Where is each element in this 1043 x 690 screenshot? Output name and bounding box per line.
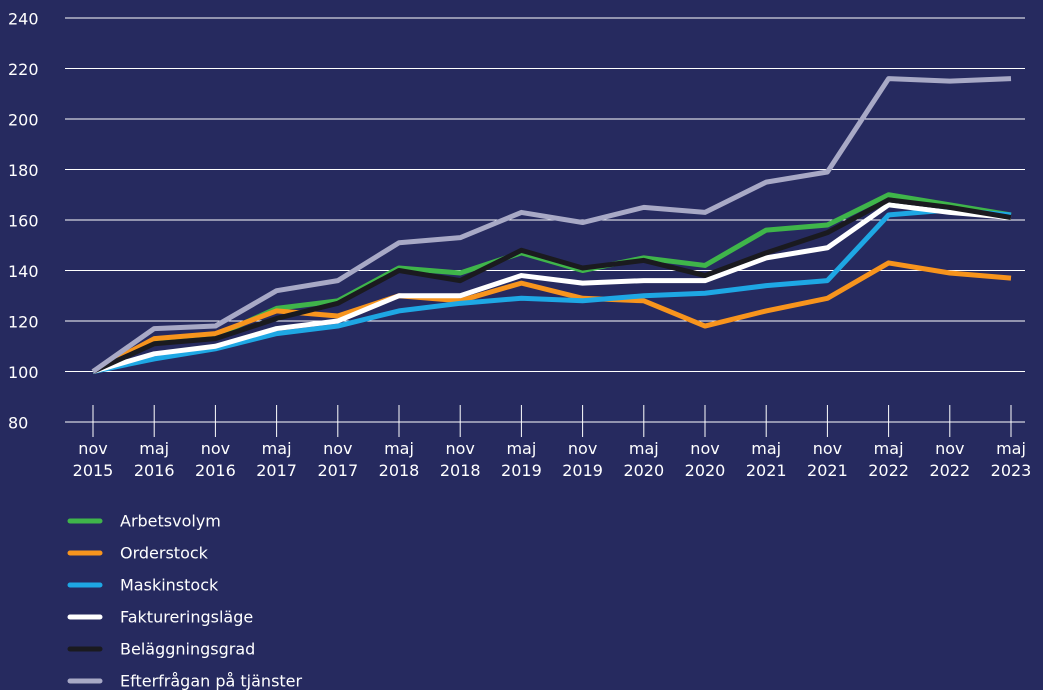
series-line <box>92 202 1012 374</box>
x-tick-label: nov 2015 <box>72 439 114 480</box>
legend-label: Efterfrågan på tjänster <box>120 672 303 690</box>
series-line <box>91 197 1012 374</box>
x-tick-label: maj 2016 <box>133 439 175 480</box>
x-tick-label: maj 2023 <box>990 439 1032 480</box>
series-line <box>91 76 1012 374</box>
x-tick-label: maj 2021 <box>745 439 787 480</box>
x-tick-label: nov 2020 <box>684 439 726 480</box>
y-tick-label: 180 <box>8 161 39 180</box>
x-tick-label: maj 2022 <box>868 439 909 480</box>
y-tick-label: 160 <box>8 212 39 231</box>
y-tick-label: 80 <box>8 414 28 433</box>
legend-label: Faktureringsläge <box>120 608 253 627</box>
legend-label: Arbetsvolym <box>120 512 221 531</box>
y-tick-label: 140 <box>8 262 39 281</box>
x-tick-label: nov 2021 <box>807 439 848 480</box>
x-tick-label: nov 2018 <box>439 439 481 480</box>
x-tick-label: maj 2018 <box>378 439 420 480</box>
legend-label: Beläggningsgrad <box>120 640 255 659</box>
legend-label: Maskinstock <box>120 576 219 595</box>
x-tick-label: maj 2019 <box>501 439 542 480</box>
x-tick-label: maj 2020 <box>623 439 665 480</box>
series-line <box>91 260 1012 374</box>
y-tick-label: 120 <box>8 313 39 332</box>
x-tick-label: maj 2017 <box>256 439 297 480</box>
y-tick-label: 200 <box>8 111 39 130</box>
legend-label: Orderstock <box>120 544 209 563</box>
x-tick-label: nov 2016 <box>195 439 236 480</box>
y-tick-label: 100 <box>8 363 39 382</box>
x-tick-label: nov 2019 <box>562 439 603 480</box>
y-tick-label: 220 <box>8 60 39 79</box>
x-tick-label: nov 2017 <box>317 439 359 480</box>
y-tick-label: 240 <box>8 10 39 29</box>
x-tick-label: nov 2022 <box>929 439 971 480</box>
series-line <box>92 207 1012 374</box>
